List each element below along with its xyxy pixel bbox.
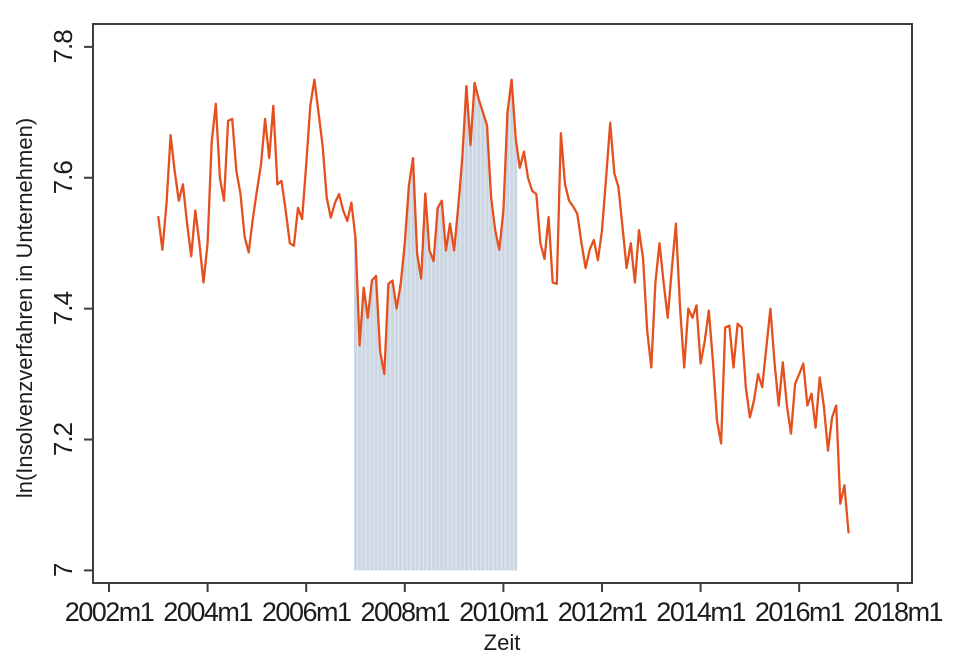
shaded-bar <box>366 317 370 571</box>
x-tick-label: 2008m1 <box>361 597 450 627</box>
shaded-bar <box>485 125 489 571</box>
x-tick-label: 2014m1 <box>656 597 745 627</box>
shaded-bar <box>395 308 398 571</box>
shaded-bar <box>436 207 440 571</box>
shaded-bar <box>510 79 514 571</box>
y-tick-label: 7.8 <box>48 30 78 64</box>
shaded-bar <box>415 253 419 571</box>
shaded-bar <box>423 193 427 571</box>
shaded-bar <box>473 82 477 571</box>
shaded-bar <box>477 99 481 571</box>
shaded-bar <box>432 260 435 571</box>
shaded-bar <box>411 158 415 571</box>
y-axis-title: ln(Insolvenzverfahren in Unternehmen) <box>12 117 37 499</box>
x-axis-title: Zeit <box>483 630 521 655</box>
shaded-bar <box>481 112 485 571</box>
shaded-bar <box>358 345 362 571</box>
shaded-bar <box>506 112 509 571</box>
shaded-bar <box>419 278 423 571</box>
shaded-bar <box>386 283 390 571</box>
shaded-bar <box>465 86 468 571</box>
shaded-bar <box>501 210 505 571</box>
shaded-bar <box>444 250 448 571</box>
shaded-bar <box>514 138 518 571</box>
shaded-bar <box>456 207 460 571</box>
x-tick-label: 2002m1 <box>65 597 154 627</box>
insolvency-series-line <box>157 78 850 534</box>
shaded-bar <box>497 249 501 571</box>
y-tick-label: 7.2 <box>48 422 78 456</box>
y-tick-label: 7.6 <box>48 161 78 195</box>
shaded-bar <box>403 243 407 571</box>
shaded-bar <box>448 223 452 571</box>
y-tick-label: 7 <box>48 563 78 577</box>
shaded-bar <box>391 280 394 571</box>
x-tick-label: 2016m1 <box>755 597 844 627</box>
shaded-bar <box>452 250 456 571</box>
shaded-bar <box>354 238 357 571</box>
x-tick-label: 2018m1 <box>854 597 943 627</box>
shaded-bar <box>489 197 493 571</box>
shaded-bar <box>362 287 366 571</box>
shaded-bar <box>469 145 472 571</box>
x-tick-label: 2010m1 <box>459 597 548 627</box>
y-tick-label: 7.4 <box>48 292 78 326</box>
shaded-bar <box>460 158 464 571</box>
shaded-bar <box>440 200 444 571</box>
shaded-bar <box>399 283 403 571</box>
x-tick-label: 2006m1 <box>262 597 351 627</box>
shaded-bar <box>382 374 386 571</box>
shaded-bar <box>407 185 411 571</box>
shaded-bar <box>378 351 382 571</box>
x-tick-label: 2012m1 <box>558 597 647 627</box>
shaded-bar <box>370 280 374 571</box>
x-tick-label: 2004m1 <box>163 597 252 627</box>
shaded-bar <box>428 250 431 571</box>
shaded-bar <box>493 230 497 571</box>
shaded-bar <box>374 275 378 571</box>
